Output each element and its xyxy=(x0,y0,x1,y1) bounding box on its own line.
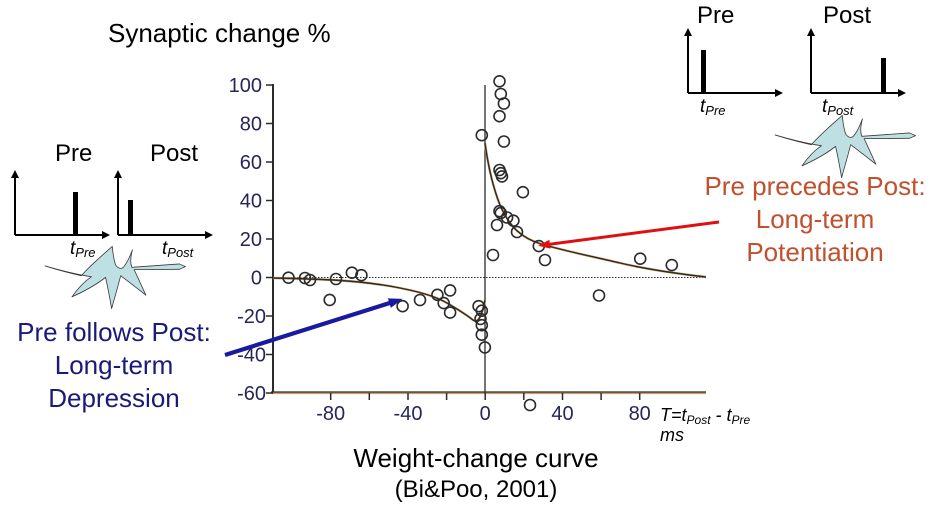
svg-text:-80: -80 xyxy=(316,403,345,425)
svg-text:-20: -20 xyxy=(237,306,266,328)
svg-text:40: 40 xyxy=(240,191,262,213)
svg-text:80: 80 xyxy=(240,114,262,136)
svg-text:80: 80 xyxy=(629,403,651,425)
svg-text:20: 20 xyxy=(240,229,262,251)
svg-text:0: 0 xyxy=(480,403,491,425)
svg-text:-40: -40 xyxy=(394,403,423,425)
svg-text:100: 100 xyxy=(229,75,262,97)
svg-text:60: 60 xyxy=(240,152,262,174)
svg-text:-60: -60 xyxy=(237,383,266,405)
svg-text:40: 40 xyxy=(551,403,573,425)
svg-text:0: 0 xyxy=(251,268,262,290)
